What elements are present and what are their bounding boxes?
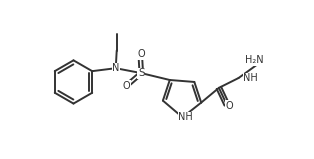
Text: NH: NH — [243, 73, 258, 83]
Text: O: O — [123, 81, 130, 91]
Text: S: S — [138, 68, 144, 78]
Text: H₂N: H₂N — [245, 55, 263, 65]
Text: O: O — [226, 100, 234, 111]
Text: NH: NH — [178, 112, 193, 122]
Text: O: O — [138, 49, 145, 59]
Text: N: N — [112, 63, 119, 73]
